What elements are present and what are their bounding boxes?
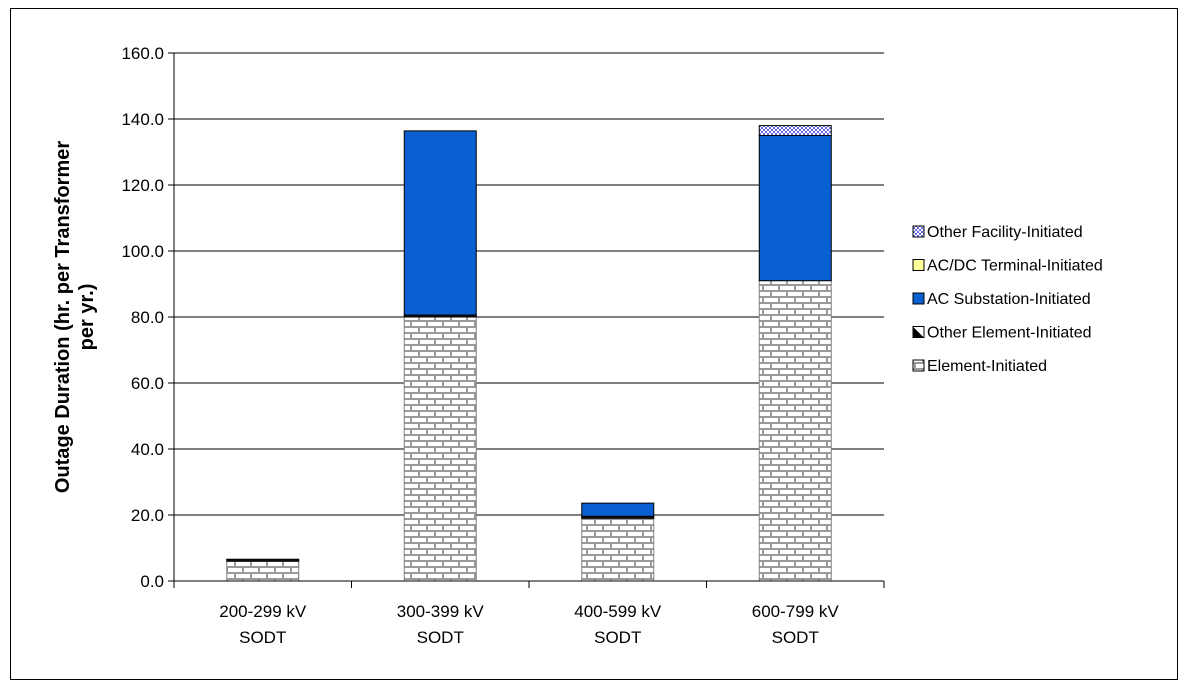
y-tick-label: 60.0 <box>131 374 164 393</box>
legend-label: AC Substation-Initiated <box>927 291 1091 308</box>
x-tick-label: 200-299 kV SODT <box>219 602 307 647</box>
legend-label: Other Element-Initiated <box>927 325 1092 342</box>
x-axis-ticks: 200-299 kV SODT 300-399 kV SODT 400-599 kV SO… <box>173 581 885 647</box>
y-tick-label: 160.0 <box>121 44 164 63</box>
bars <box>226 125 832 582</box>
legend-swatch <box>912 359 925 372</box>
legend-label: Other Facility-Initiated <box>927 224 1083 241</box>
y-tick-label: 140.0 <box>121 110 164 129</box>
bar-segment <box>226 558 300 562</box>
bar-segment <box>403 130 477 316</box>
legend-label: Element-Initiated <box>927 358 1047 375</box>
stacked-bar-chart: 0.020.040.060.080.0100.0120.0140.0160.0 … <box>52 44 1103 647</box>
y-tick-label: 120.0 <box>121 176 164 195</box>
legend-swatch <box>912 259 925 271</box>
legend-swatch <box>912 326 925 338</box>
y-axis-ticks: 0.0 20.0 40.0 60.0 80.0 100.0 120.0 140.0 160.0 <box>121 44 174 591</box>
bar-segment <box>581 517 655 582</box>
bar-segment <box>403 316 477 582</box>
y-tick-label: 40.0 <box>131 440 164 459</box>
bar-segment <box>758 280 832 582</box>
y-axis-label: Outage Duration (hr. per Transformer per … <box>52 141 98 494</box>
legend-label: AC/DC Terminal-Initiated <box>927 258 1103 275</box>
x-tick-label: 600-799 kV SODT <box>752 602 840 647</box>
y-tick-label: 20.0 <box>131 506 164 525</box>
bar-segment <box>758 135 832 282</box>
legend-swatch <box>912 225 925 238</box>
bar-segment <box>581 502 655 517</box>
chart-frame: 0.0 20.0 40.0 60.0 80.0 100.0 120.0 140.0 160.0 … <box>10 8 1178 680</box>
bar-segment <box>226 560 300 582</box>
x-tick-label: 300-399 kV SODT <box>397 602 485 647</box>
legend-swatch <box>912 292 925 305</box>
bar-segment <box>758 125 832 136</box>
y-axis-title: Outage Duration (hr. per Transformer per … <box>52 141 98 494</box>
y-tick-label: 80.0 <box>131 308 164 327</box>
gridlines <box>174 52 884 516</box>
x-tick-label: 400-599 kV SODT <box>574 602 662 647</box>
y-tick-label: 100.0 <box>121 242 164 261</box>
y-tick-label: 0.0 <box>140 572 164 591</box>
legend: Other Facility-Initiated AC/DC Terminal-I… <box>912 224 1103 375</box>
